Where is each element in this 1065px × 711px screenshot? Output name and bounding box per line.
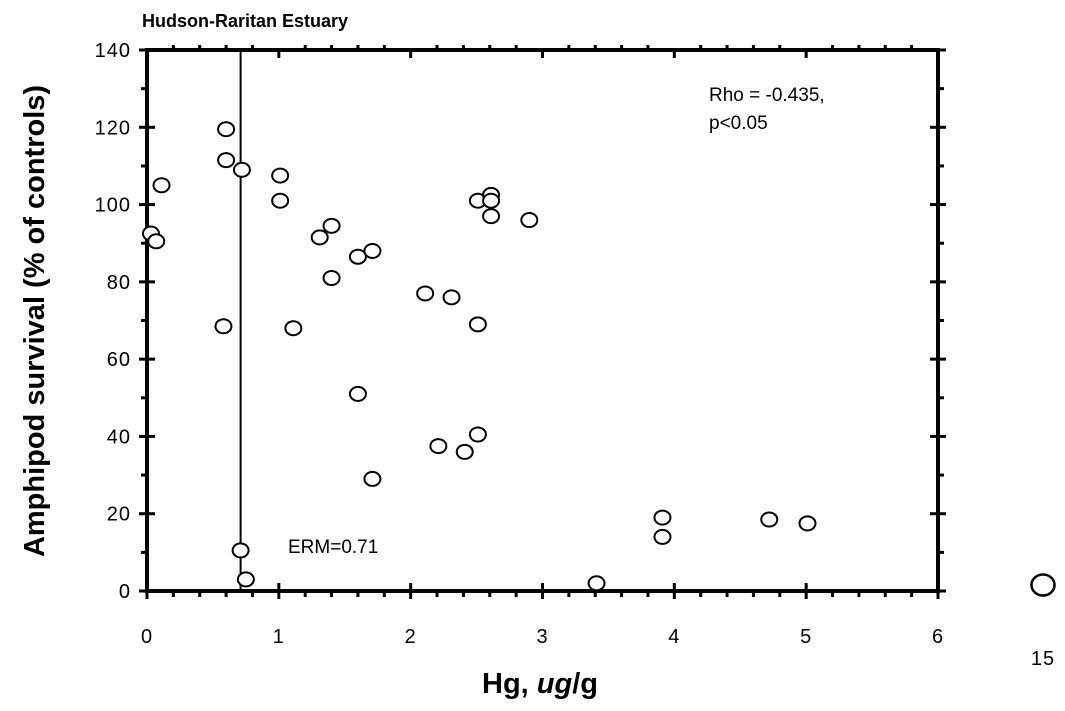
data-point bbox=[322, 269, 341, 286]
data-point bbox=[271, 192, 290, 209]
y-tick-label: 40 bbox=[107, 426, 131, 448]
data-point bbox=[363, 470, 382, 487]
x-tick-label: 1 bbox=[273, 626, 285, 648]
data-point bbox=[587, 575, 606, 592]
data-point bbox=[147, 233, 166, 250]
x-axis-label: Hg, ug/g bbox=[482, 668, 598, 700]
data-point bbox=[271, 167, 290, 184]
data-point bbox=[217, 152, 236, 169]
data-point bbox=[231, 542, 250, 559]
rho-annotation: Rho = -0.435, bbox=[709, 85, 825, 106]
data-point bbox=[416, 285, 435, 302]
x-tick-label: 6 bbox=[932, 626, 944, 648]
y-tick-label: 100 bbox=[95, 195, 131, 217]
chart-title: Hudson-Raritan Estuary bbox=[142, 11, 348, 31]
y-axis-label: Amphipod survival (% of controls) bbox=[19, 85, 51, 557]
data-point bbox=[520, 212, 539, 229]
data-point bbox=[455, 443, 474, 460]
plot-frame bbox=[145, 48, 940, 593]
data-point bbox=[429, 438, 448, 455]
y-tick-label: 20 bbox=[107, 504, 131, 526]
data-point bbox=[482, 208, 501, 225]
erm-label: ERM=0.71 bbox=[288, 537, 378, 558]
data-point bbox=[348, 385, 367, 402]
outlier-data-point bbox=[1030, 573, 1056, 597]
x-tick-label: 5 bbox=[800, 626, 812, 648]
x-tick-label: 3 bbox=[536, 626, 548, 648]
data-point bbox=[653, 509, 672, 526]
x-tick-labels: 0 1 2 3 4 5 6 bbox=[141, 626, 944, 648]
y-tick-label: 60 bbox=[107, 349, 131, 371]
y-tick-label: 0 bbox=[119, 581, 131, 603]
data-point bbox=[442, 289, 461, 306]
data-point bbox=[322, 217, 341, 234]
data-point bbox=[236, 571, 255, 588]
data-point bbox=[310, 229, 329, 246]
data-point bbox=[482, 192, 501, 209]
data-point bbox=[348, 248, 367, 265]
data-point bbox=[214, 318, 233, 335]
p-value-annotation: p<0.05 bbox=[709, 113, 768, 134]
outlier-x-label: 15 bbox=[1031, 648, 1055, 670]
data-point bbox=[232, 161, 251, 178]
y-tick-label: 120 bbox=[95, 117, 131, 139]
data-point bbox=[653, 528, 672, 545]
x-tick-label: 2 bbox=[405, 626, 417, 648]
data-point bbox=[363, 242, 382, 259]
data-point bbox=[468, 316, 487, 333]
y-tick-label: 80 bbox=[107, 272, 131, 294]
data-point bbox=[217, 121, 236, 138]
data-point bbox=[284, 320, 303, 337]
data-point bbox=[798, 515, 817, 532]
y-tick-label: 140 bbox=[95, 40, 131, 62]
data-point bbox=[468, 426, 487, 443]
y-tick-labels: 0 20 40 60 80 100 120 140 bbox=[95, 40, 131, 603]
data-point bbox=[152, 177, 171, 194]
axis-ticks bbox=[139, 45, 946, 599]
x-tick-label: 0 bbox=[141, 626, 153, 648]
data-point bbox=[760, 511, 779, 528]
data-points bbox=[141, 121, 817, 592]
x-tick-label: 4 bbox=[668, 626, 680, 648]
